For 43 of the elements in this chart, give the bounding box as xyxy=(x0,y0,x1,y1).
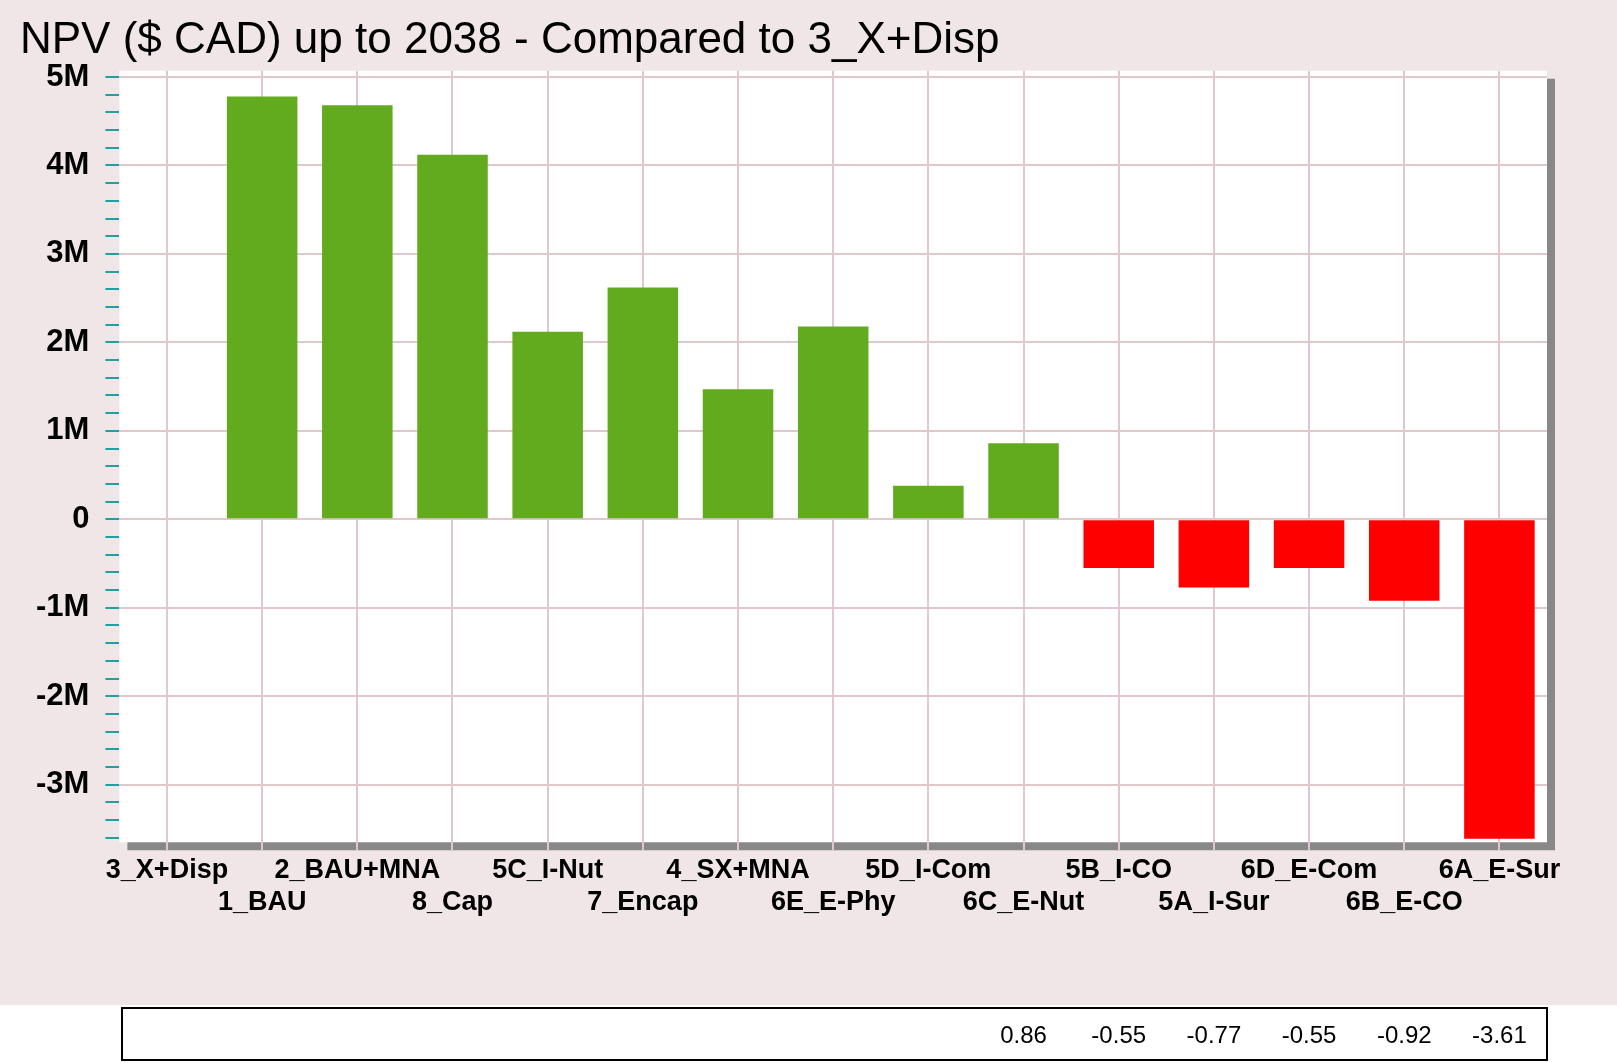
bar xyxy=(417,154,488,519)
bar xyxy=(226,96,298,519)
y-tick-label: -1M xyxy=(36,588,90,624)
y-tick-label: 0 xyxy=(72,499,90,535)
bar xyxy=(1464,520,1535,839)
x-tick-label: 5A_I-Sur xyxy=(1158,886,1270,917)
bar xyxy=(1178,520,1250,588)
y-tick-label: 4M xyxy=(46,146,90,181)
data-label: -3.61 xyxy=(1472,1020,1527,1048)
x-tick-label: 6A_E-Sur xyxy=(1438,853,1561,884)
bar xyxy=(702,389,774,519)
bar xyxy=(797,326,869,519)
x-tick-label: 6B_E-CO xyxy=(1345,886,1463,917)
bar xyxy=(1368,520,1440,601)
x-tick-label: 4_SX+MNA xyxy=(666,853,810,884)
y-tick-label: 3M xyxy=(46,234,90,270)
bar xyxy=(512,331,583,519)
x-tick-label: 1_BAU xyxy=(217,886,307,917)
x-tick-label: 6C_E-Nut xyxy=(962,886,1085,917)
x-tick-label: 2_BAU+MNA xyxy=(274,853,441,884)
data-label: -0.55 xyxy=(1091,1020,1147,1048)
x-tick-label: 6E_E-Phy xyxy=(770,886,896,917)
x-tick-label: 5C_I-Nut xyxy=(492,853,604,884)
y-tick-label: 2M xyxy=(46,322,90,358)
bar xyxy=(893,485,964,519)
bar xyxy=(322,105,393,519)
data-label: -0.92 xyxy=(1376,1020,1432,1048)
y-tick-label: -2M xyxy=(36,676,90,712)
data-label: -0.55 xyxy=(1281,1020,1337,1048)
y-tick-label: 1M xyxy=(46,411,90,447)
bar xyxy=(1083,520,1154,568)
data-label: 0.86 xyxy=(1000,1020,1047,1048)
x-tick-label: 8_Cap xyxy=(411,886,494,917)
x-tick-label: 5D_I-Com xyxy=(865,853,992,884)
bar xyxy=(607,287,679,519)
x-tick-label: 6D_E-Com xyxy=(1240,853,1378,884)
x-tick-label: 7_Encap xyxy=(587,886,699,917)
bar xyxy=(1273,520,1345,568)
bar xyxy=(988,443,1059,519)
x-tick-label: 3_X+Disp xyxy=(105,853,229,884)
x-tick-label: 5B_I-CO xyxy=(1065,853,1172,884)
data-label: -0.77 xyxy=(1186,1020,1242,1048)
y-tick-label: -3M xyxy=(36,765,90,801)
